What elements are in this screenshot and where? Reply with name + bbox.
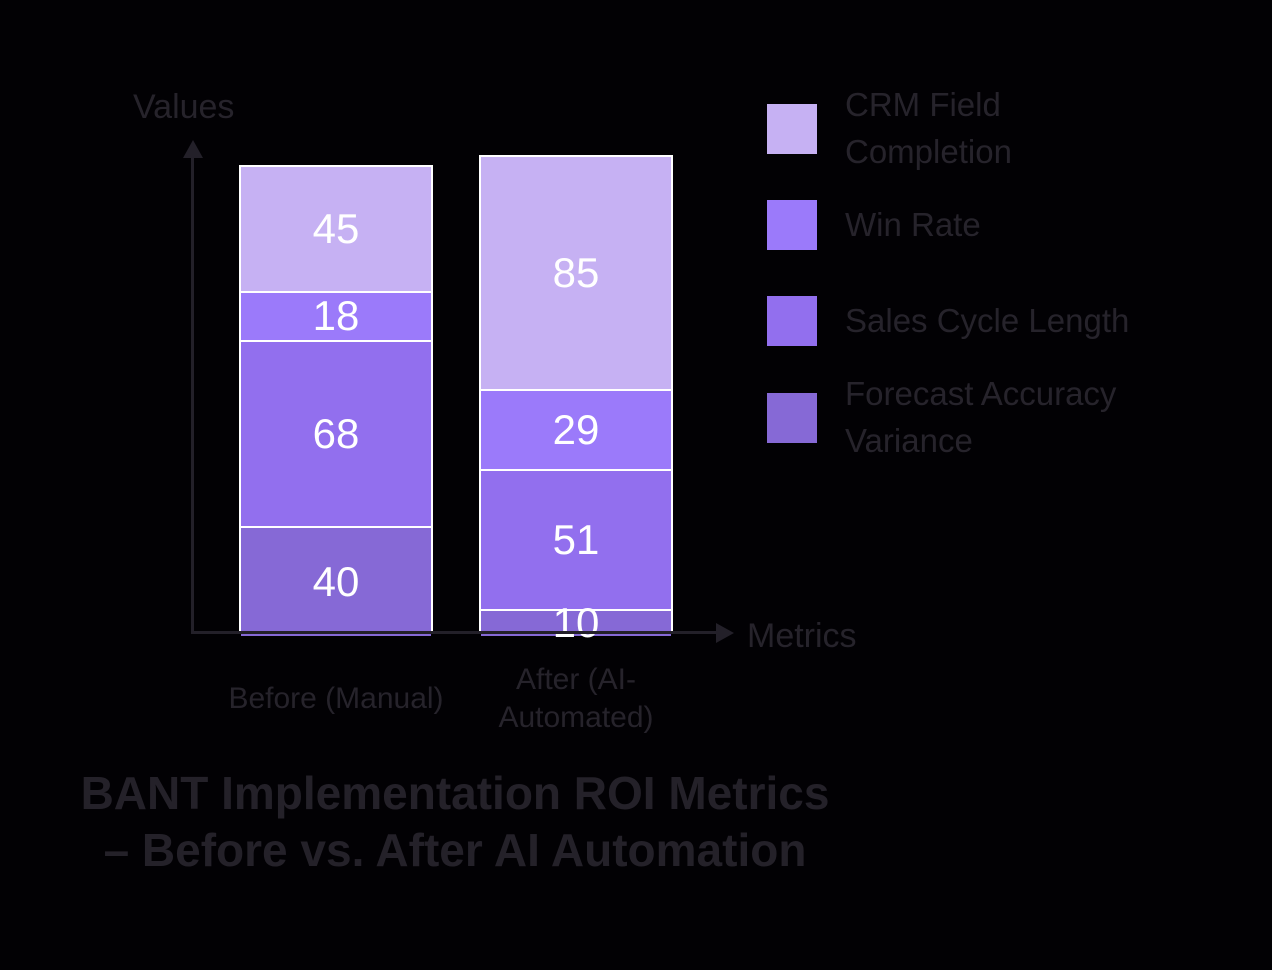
bar-segment: 68 [241, 340, 431, 527]
bar-value-label: 85 [552, 248, 600, 296]
bar-segment: 51 [481, 468, 671, 609]
legend-item-crm-field-completion: CRM Field Completion [767, 86, 1155, 170]
bar-value-label: 51 [552, 515, 600, 563]
bar-value-label: 29 [552, 406, 600, 454]
x-axis-label: Metrics [747, 617, 857, 655]
y-axis-line [191, 153, 194, 634]
legend-swatch-sales-cycle-length [767, 296, 817, 346]
x-axis-arrow-icon [716, 623, 734, 643]
bar-before-manual: 45 18 68 40 [239, 165, 433, 636]
x-axis-line [191, 631, 718, 634]
bar-after-ai-automated: 85 29 51 10 [479, 154, 673, 644]
legend-label-sales-cycle-length: Sales Cycle Length [845, 301, 1130, 339]
bar-segment: 40 [241, 526, 431, 636]
legend-label-crm-field-completion: CRM Field Completion [845, 86, 1012, 170]
bar-value-label: 45 [312, 205, 360, 253]
legend-label-forecast-accuracy-variance: Forecast Accuracy Variance [845, 375, 1117, 459]
legend-item-forecast-accuracy-variance: Forecast Accuracy Variance [767, 375, 1155, 459]
bar-value-label: 18 [312, 292, 360, 340]
legend-swatch-win-rate [767, 200, 817, 250]
y-axis-label: Values [133, 88, 235, 126]
bar-value-label: 10 [552, 599, 600, 647]
bar-segment: 18 [241, 290, 431, 341]
legend-swatch-crm-field-completion [767, 104, 817, 154]
legend-label-win-rate: Win Rate [845, 205, 981, 243]
x-tick-label-after: After (AI-Automated) [498, 663, 654, 735]
legend-swatch-forecast-accuracy-variance [767, 393, 817, 443]
chart-title-line-1: BANT Implementation ROI Metrics [80, 767, 830, 819]
chart-title: BANT Implementation ROI Metrics – Before… [40, 765, 870, 879]
y-axis-arrow-icon [183, 140, 203, 158]
bar-value-label: 40 [312, 558, 360, 606]
chart-title-line-2: – Before vs. After AI Automation [103, 824, 807, 877]
bar-value-label: 68 [312, 410, 360, 458]
bar-segment: 85 [481, 156, 671, 390]
bar-segment: 45 [241, 167, 431, 291]
legend-item-sales-cycle-length: Sales Cycle Length [767, 296, 1129, 346]
legend-item-win-rate: Win Rate [767, 200, 981, 250]
bar-segment: 29 [481, 389, 671, 469]
x-tick-label-before: Before (Manual) [228, 682, 444, 715]
